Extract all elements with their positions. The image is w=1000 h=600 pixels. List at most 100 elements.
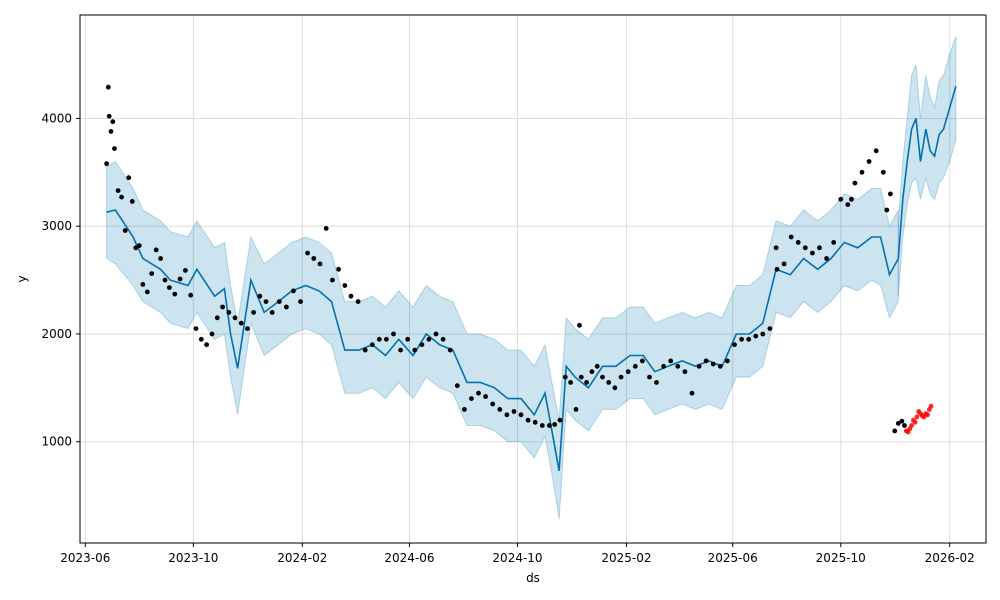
history-point [469, 396, 474, 401]
x-tick-label: 2024-02 [277, 551, 327, 565]
history-point [419, 342, 425, 348]
history-point [573, 407, 579, 412]
history-point [177, 276, 183, 282]
history-point [214, 315, 220, 321]
history-point [454, 383, 460, 389]
history-point [732, 342, 737, 348]
plot-frame [79, 14, 987, 544]
history-point [263, 299, 269, 304]
history-point [788, 234, 794, 240]
history-point [483, 394, 488, 399]
x-tick-label: 2023-10 [168, 551, 218, 565]
history-point [112, 146, 117, 152]
history-point [298, 299, 303, 304]
history-point [342, 283, 348, 288]
history-point [594, 363, 600, 369]
history-point [104, 161, 109, 167]
history-point [183, 268, 188, 273]
history-point [562, 374, 568, 380]
grid-lines [80, 15, 986, 543]
history-point [675, 363, 681, 369]
history-point [696, 363, 702, 369]
history-point [162, 277, 168, 283]
y-tick-label: 2000 [41, 327, 72, 341]
history-point [305, 250, 310, 256]
history-point [725, 358, 730, 364]
forecast-lines [106, 85, 957, 471]
history-point [330, 277, 335, 283]
history-point [291, 288, 296, 294]
x-tick-label: 2024-06 [384, 551, 434, 565]
history-point [106, 113, 112, 119]
test-point [928, 403, 934, 409]
history-point [115, 188, 121, 194]
history-point [188, 292, 194, 298]
history-point [810, 250, 815, 256]
history-point [888, 191, 893, 197]
history-point [391, 331, 396, 337]
history-point [504, 412, 510, 418]
history-point [497, 407, 503, 412]
history-point [172, 291, 178, 297]
history-point [105, 84, 111, 90]
history-point [795, 240, 801, 245]
data-points [104, 84, 934, 435]
history-point [355, 299, 361, 304]
history-point [433, 331, 439, 337]
history-point [873, 148, 879, 154]
history-point [703, 358, 709, 364]
history-point [110, 119, 116, 125]
history-point [710, 361, 716, 367]
history-point [167, 285, 172, 290]
future-forecast-line [897, 85, 957, 259]
history-point [606, 380, 612, 385]
history-point [476, 390, 481, 396]
history-point [760, 331, 766, 337]
history-point [269, 310, 275, 315]
history-point [462, 407, 467, 412]
history-point [640, 358, 645, 364]
history-point [447, 347, 453, 353]
history-point [682, 369, 688, 375]
history-point [532, 419, 538, 425]
history-point [774, 266, 780, 272]
history-point [539, 423, 545, 428]
y-axis-label: y [15, 275, 29, 282]
history-point [577, 322, 582, 328]
history-point [144, 289, 150, 295]
history-point [158, 256, 164, 261]
x-axis-ticks: 2023-06 2023-10 2024-02 2024-06 2024-10 2025-… [60, 543, 975, 565]
history-point [220, 304, 226, 310]
history-point [323, 226, 329, 231]
x-tick-label: 2024-10 [492, 551, 542, 565]
history-point [547, 423, 552, 428]
history-point [552, 422, 558, 427]
history-point [257, 293, 263, 299]
history-point [849, 196, 854, 202]
test-point [912, 419, 918, 425]
forecast-uncertainty-band [106, 160, 899, 520]
history-point [612, 385, 618, 391]
history-point [348, 293, 354, 299]
history-point [149, 271, 155, 276]
history-point [817, 245, 822, 251]
history-point [831, 240, 837, 245]
forecast-line [106, 209, 900, 471]
history-point [584, 380, 589, 385]
x-tick-label: 2023-06 [60, 551, 110, 565]
history-point [880, 169, 886, 175]
y-tick-label: 3000 [41, 219, 72, 233]
history-point [136, 243, 142, 249]
history-point [384, 336, 389, 342]
history-point [661, 363, 666, 369]
history-point [557, 417, 563, 423]
history-point [859, 169, 865, 175]
future-uncertainty-band [897, 36, 957, 297]
history-point [193, 326, 199, 331]
history-point [412, 347, 418, 353]
history-point [852, 180, 858, 186]
history-point [884, 207, 890, 213]
history-point [405, 336, 411, 342]
history-point [767, 326, 773, 331]
